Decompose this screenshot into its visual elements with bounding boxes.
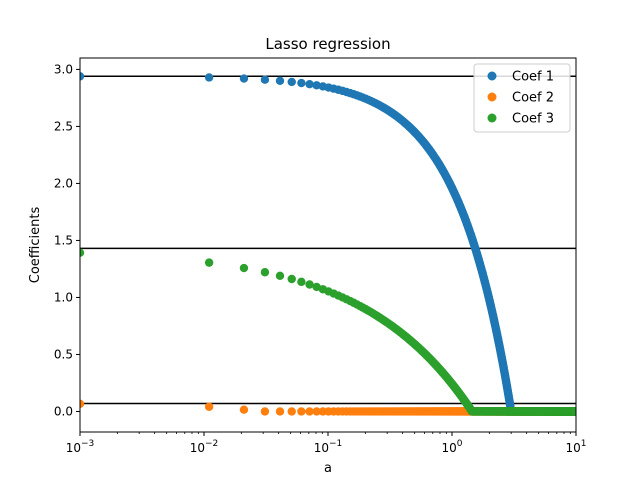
- data-point: [287, 77, 296, 87]
- legend-label: Coef 1: [512, 70, 554, 85]
- y-tick-label: 3.0: [54, 62, 73, 76]
- data-point: [287, 274, 296, 284]
- x-tick-label: 10−1: [314, 439, 343, 455]
- x-tick-label: 10−3: [66, 439, 95, 455]
- chart-title: Lasso regression: [265, 35, 390, 53]
- data-point: [260, 75, 270, 84]
- data-point: [239, 74, 249, 83]
- legend-box: [473, 63, 571, 133]
- y-tick-label: 1.5: [54, 233, 73, 247]
- data-point: [80, 399, 85, 408]
- data-point: [275, 271, 285, 281]
- data-point: [297, 407, 306, 416]
- legend-marker: [487, 113, 497, 123]
- y-tick-label: 2.5: [54, 119, 73, 133]
- data-point: [204, 402, 214, 411]
- y-tick-label: 2.0: [54, 176, 73, 190]
- legend-label: Coef 3: [512, 112, 554, 127]
- series-coef-3: [80, 248, 576, 416]
- y-tick-label: 0.0: [54, 404, 73, 418]
- x-tick-label: 101: [565, 439, 586, 455]
- legend-marker: [487, 71, 497, 81]
- y-tick-label: 0.5: [54, 347, 73, 361]
- data-point: [204, 73, 214, 82]
- data-point: [80, 248, 85, 257]
- data-point: [204, 258, 214, 267]
- x-tick-label: 100: [441, 439, 462, 455]
- y-tick-label: 1.0: [54, 290, 73, 304]
- data-point: [297, 78, 306, 88]
- data-point: [260, 268, 270, 277]
- data-point: [312, 81, 321, 90]
- legend: Coef 1 Coef 2 Coef 3: [473, 63, 571, 133]
- data-point: [571, 407, 576, 416]
- data-point: [305, 79, 314, 89]
- data-point: [275, 407, 285, 416]
- data-point: [275, 76, 285, 86]
- x-tick-label: 10−2: [190, 439, 219, 455]
- legend-marker: [487, 92, 497, 102]
- data-point: [305, 280, 314, 289]
- x-axis-label: a: [324, 461, 332, 476]
- data-point: [260, 407, 270, 416]
- data-point: [80, 72, 85, 81]
- data-point: [287, 407, 296, 416]
- data-point: [297, 277, 306, 287]
- data-point: [239, 263, 249, 273]
- data-point: [239, 405, 249, 414]
- data-point: [305, 407, 314, 416]
- legend-label: Coef 2: [512, 91, 554, 106]
- y-axis-label: Coefficients: [28, 207, 43, 284]
- data-point: [312, 407, 321, 416]
